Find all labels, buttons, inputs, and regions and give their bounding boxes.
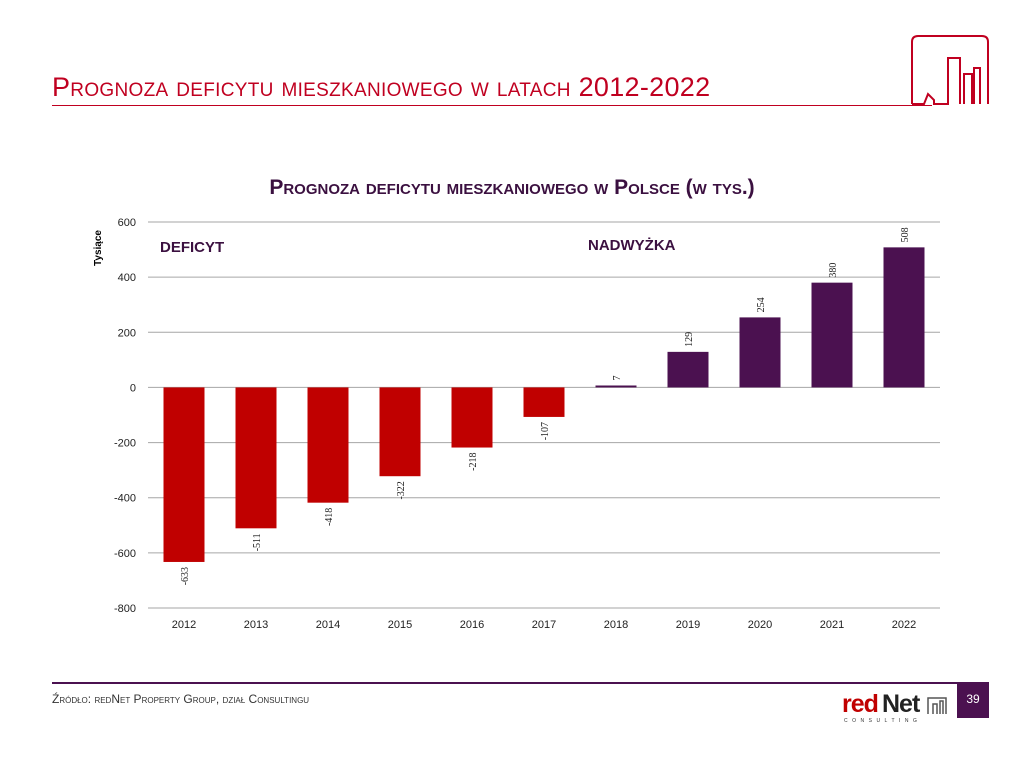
bar-2018 [595,385,637,388]
bar-2015 [379,387,421,477]
rednet-logo: red Net CONSULTING [842,690,947,724]
footer-divider [52,682,958,684]
data-label: -218 [468,453,479,471]
svg-text:red: red [842,690,878,718]
bar-2021 [811,282,853,388]
chart-title: Prognoza deficytu mieszkaniowego w Polsc… [269,176,755,199]
data-label: -322 [396,481,407,499]
x-tick-label: 2016 [460,619,484,631]
svg-text:CONSULTING: CONSULTING [844,718,921,724]
page-number: 39 [957,682,989,718]
x-tick-label: 2017 [532,619,556,631]
y-tick-label: 600 [118,217,136,229]
data-label: -511 [252,533,263,551]
y-tick-label: -200 [114,438,136,450]
data-label: 254 [756,297,767,312]
bar-2016 [451,387,493,448]
title-divider [52,105,932,106]
annotation-deficyt: DEFICYT [160,239,224,256]
y-axis-label: Tysiące [93,230,104,266]
data-label: -107 [540,422,551,440]
data-label: 7 [612,375,623,380]
data-label: -418 [324,508,335,526]
x-tick-label: 2020 [748,619,772,631]
data-label: 380 [828,263,839,278]
slide-title: Prognoza deficytu mieszkaniowego w latac… [52,72,711,102]
x-tick-label: 2022 [892,619,916,631]
bar-2013 [235,387,277,529]
bar-2022 [883,247,925,388]
x-tick-label: 2013 [244,619,268,631]
annotation-nadwyzka: NADWYŻKA [588,237,676,254]
y-tick-label: 400 [118,272,136,284]
bar-2020 [739,317,781,388]
bar-2019 [667,351,709,388]
bar-2017 [523,387,565,417]
x-tick-label: 2012 [172,619,196,631]
y-tick-label: -400 [114,493,136,505]
x-tick-label: 2014 [316,619,340,631]
data-label: 129 [684,332,695,347]
x-tick-label: 2015 [388,619,412,631]
data-label: 508 [900,227,911,242]
building-logo-icon [911,35,989,105]
y-tick-label: -600 [114,548,136,560]
x-tick-label: 2019 [676,619,700,631]
bar-2014 [307,387,349,503]
svg-text:Net: Net [882,690,921,718]
x-tick-label: 2018 [604,619,628,631]
source-note: Źródło: redNet Property Group, dział Con… [52,692,310,706]
y-tick-label: -800 [114,603,136,615]
x-tick-label: 2021 [820,619,844,631]
bar-2012 [163,387,205,562]
y-tick-label: 0 [130,382,136,394]
data-label: -633 [180,567,191,585]
y-tick-label: 200 [118,327,136,339]
